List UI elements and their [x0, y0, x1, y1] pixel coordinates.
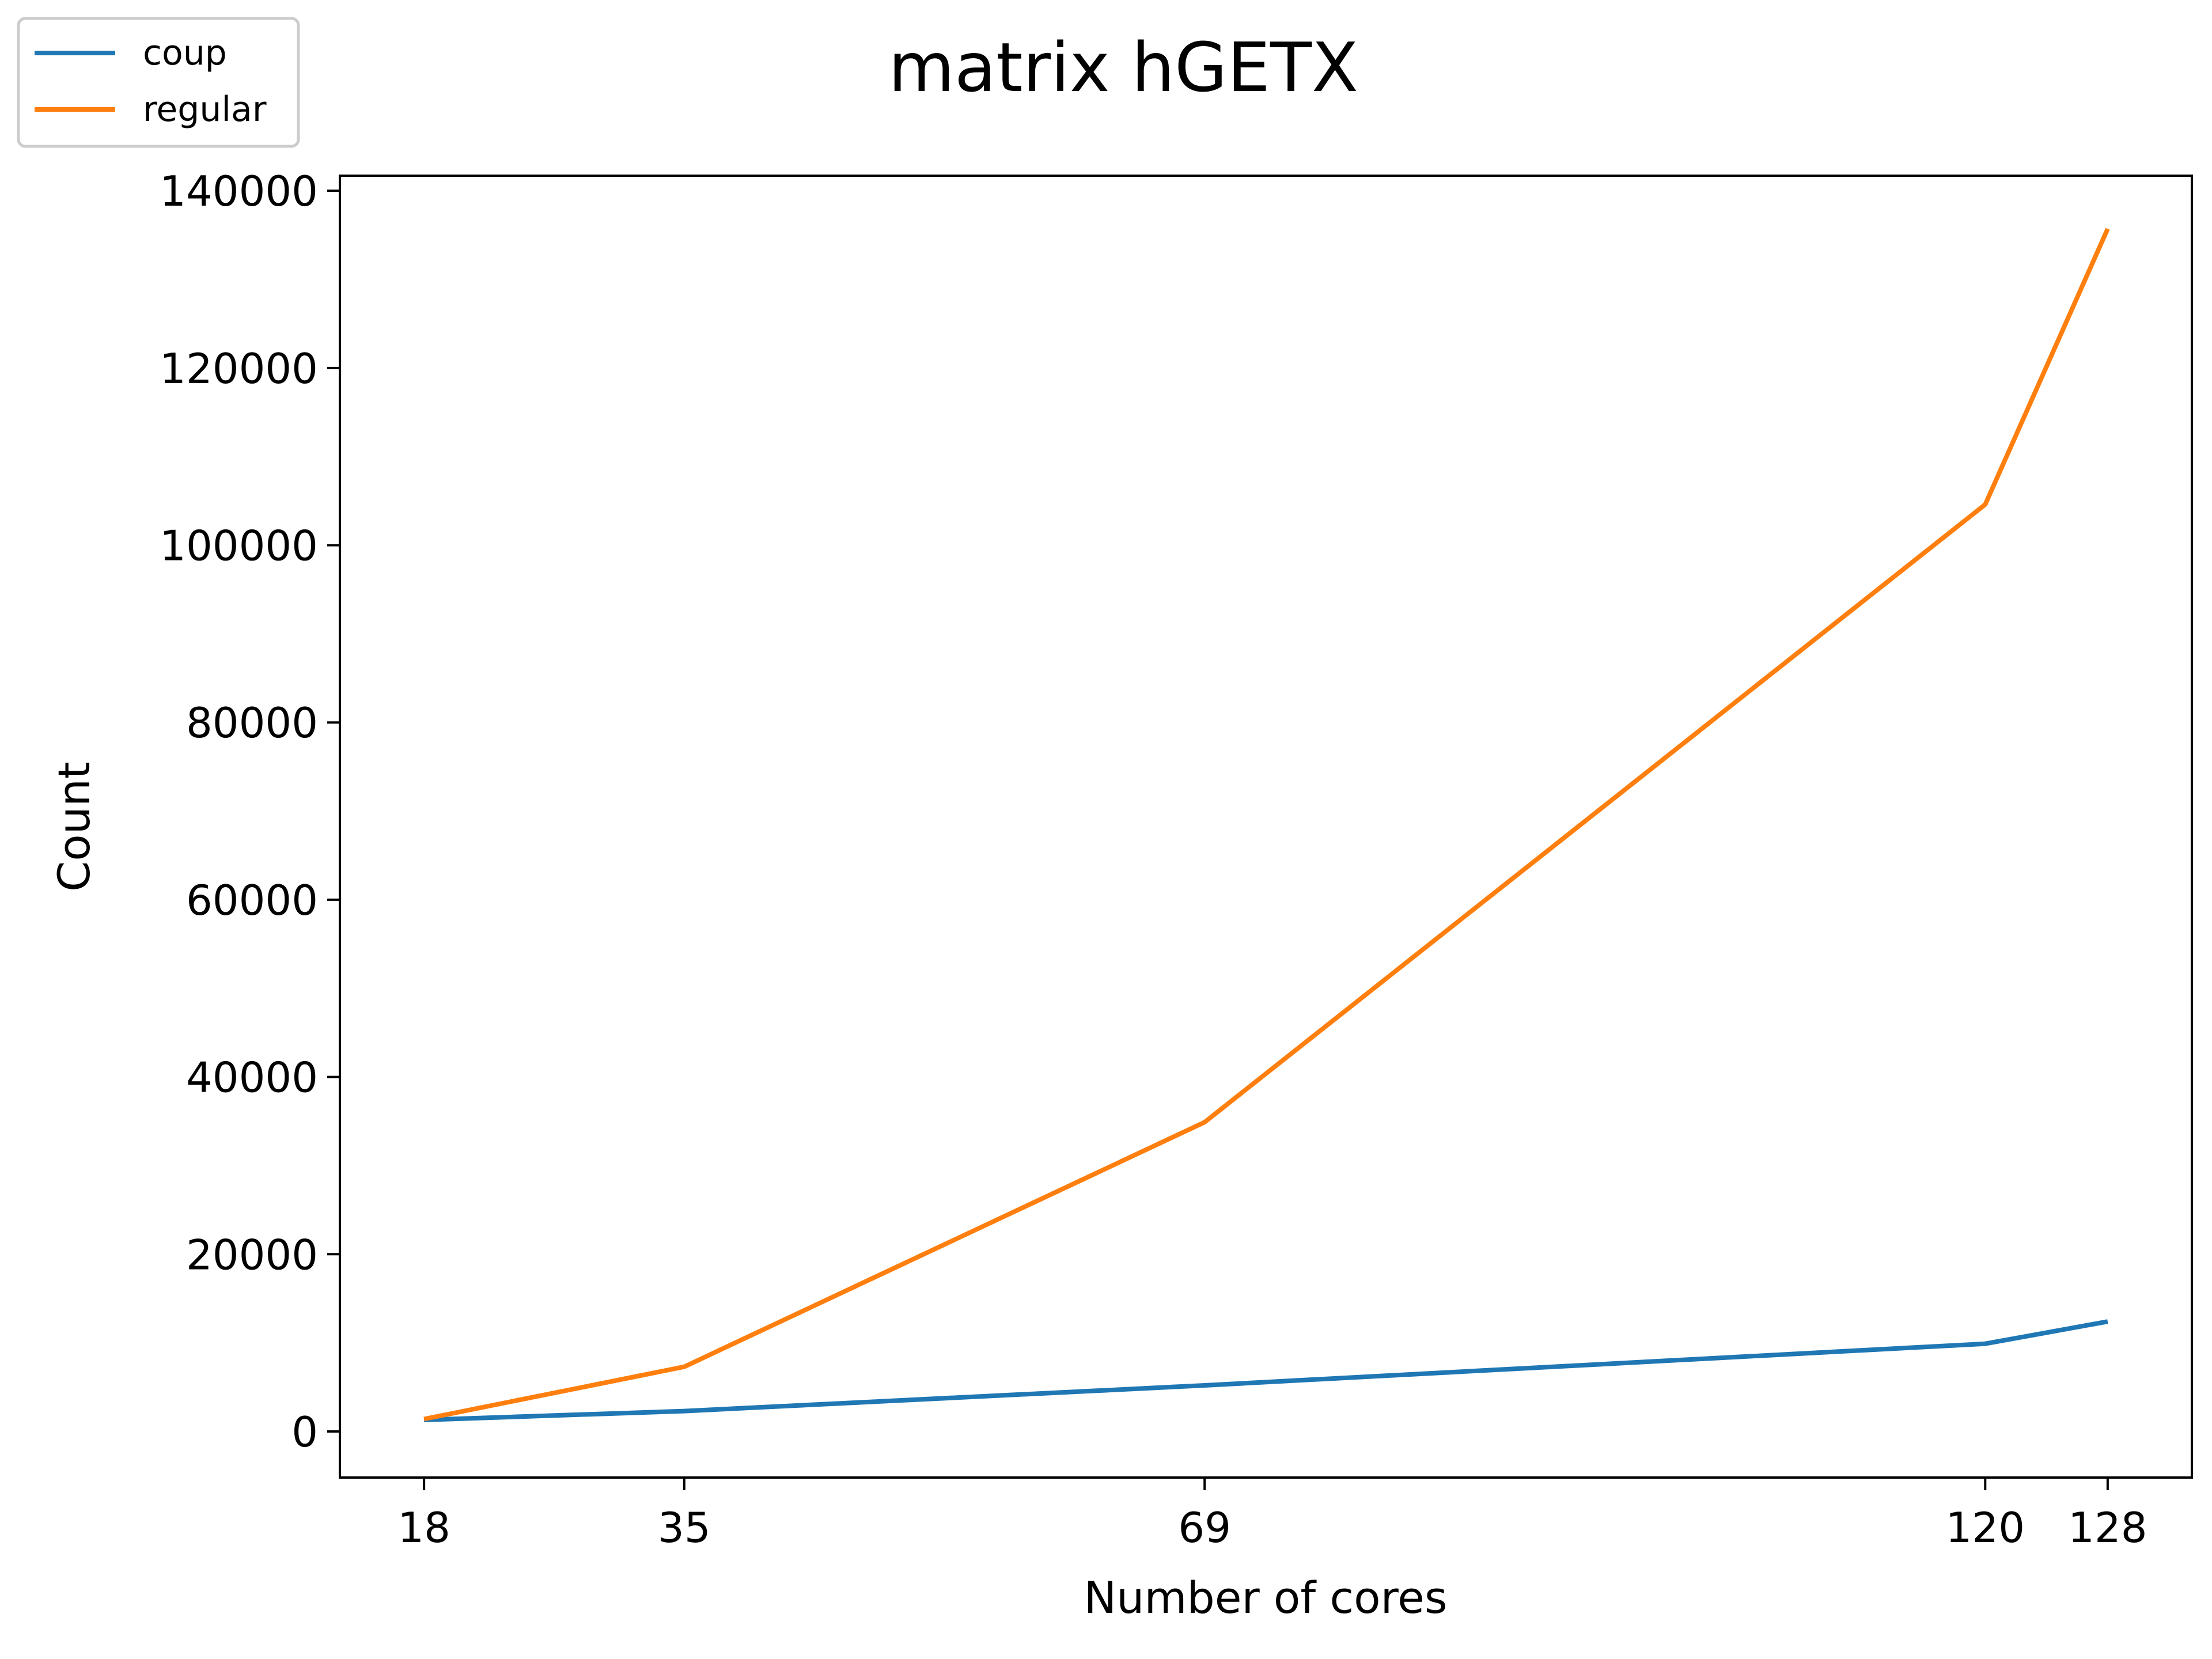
series-line-regular: [423, 228, 2110, 1422]
x-tick-label: 128: [2068, 1503, 2147, 1552]
y-tick-label: 0: [291, 1408, 318, 1456]
legend-entry-regular: regular: [35, 89, 267, 130]
x-tick-label: 120: [1946, 1503, 2025, 1552]
x-axis-label: Number of cores: [1084, 1572, 1447, 1623]
y-tick-label: 40000: [186, 1054, 318, 1102]
y-tick-label: 20000: [186, 1230, 318, 1279]
chart-title: matrix hGETX: [888, 28, 1358, 107]
legend: coup regular: [17, 17, 300, 148]
legend-frame: [17, 17, 300, 148]
y-tick-label: 60000: [186, 876, 318, 925]
x-tick-label: 35: [658, 1503, 711, 1552]
legend-entry-coup: coup: [35, 33, 227, 73]
legend-label-coup: coup: [143, 33, 227, 73]
y-axis: 0 20000 40000 60000 80000 100000 120000 140000: [160, 167, 340, 1456]
legend-label-regular: regular: [143, 89, 267, 130]
axes-frame: [339, 175, 2193, 1479]
y-tick-label: 140000: [160, 167, 318, 215]
x-axis: 18 35 69 120 128: [397, 1478, 2147, 1552]
y-axis-label: Count: [48, 762, 100, 892]
plot-area: [423, 228, 2110, 1422]
y-tick-label: 80000: [186, 699, 318, 747]
y-tick-label: 100000: [160, 522, 318, 570]
series-line-coup: [423, 1319, 2108, 1422]
x-tick-label: 18: [397, 1503, 450, 1552]
x-tick-label: 69: [1178, 1503, 1231, 1552]
y-tick-label: 120000: [160, 344, 318, 393]
